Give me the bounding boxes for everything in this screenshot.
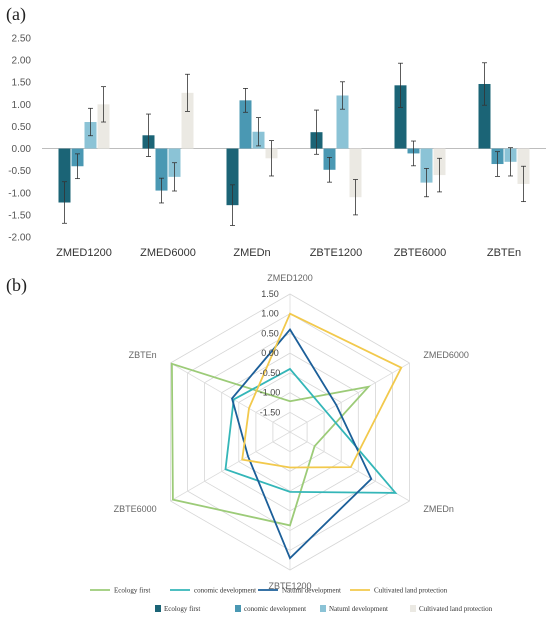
radial-tick-label: -1.50 — [260, 407, 281, 417]
radial-tick-label: 0.50 — [261, 328, 279, 338]
category-label: ZMED6000 — [140, 247, 196, 259]
bar — [420, 148, 433, 183]
category-label: ZBTEn — [487, 247, 521, 259]
y-tick-label: -1.00 — [8, 188, 31, 199]
radar-axis-label: ZMED1200 — [267, 273, 313, 283]
radar-series — [231, 327, 373, 560]
y-tick-label: 1.00 — [12, 100, 32, 111]
legend-line-label: conomic development — [194, 587, 256, 595]
bar — [226, 148, 239, 206]
bar-chart: 2.50 2.00 1.50 1.00 0.50 0.00 -0.50 -1.00 -1.50 -… — [8, 34, 546, 259]
panel-label-a: (a) — [6, 4, 26, 25]
category-label: ZBTE1200 — [310, 247, 363, 259]
legend-bars: Ecology first conomic development Natuml d… — [155, 605, 493, 613]
radar-series — [224, 367, 398, 494]
legend-line-label: Natuml development — [282, 587, 341, 595]
bar — [336, 95, 349, 149]
category-label: ZMEDn — [233, 247, 270, 259]
radial-tick-label: -1.00 — [260, 388, 281, 398]
bar — [349, 148, 362, 198]
legend-line-label: Ecology first — [114, 587, 150, 595]
legend-bar-swatch — [155, 605, 161, 612]
radar-spoke — [170, 431, 291, 502]
legend-bar-label: Ecology first — [164, 605, 200, 613]
radial-tick-label: -0.50 — [260, 368, 281, 378]
category-label: ZMED1200 — [56, 247, 112, 259]
y-tick-label: 0.00 — [12, 144, 32, 155]
bar — [58, 148, 71, 203]
radar-spoke — [289, 362, 410, 433]
radar-chart: 1.50 1.00 0.50 0.00 -0.50 -1.00 -1.50 ZMED1200 Z… — [114, 273, 469, 591]
y-tick-label: -2.00 — [8, 233, 31, 244]
y-tick-label: 2.50 — [12, 34, 32, 45]
y-tick-label: 1.50 — [12, 78, 32, 89]
radar-spoke — [170, 362, 291, 433]
y-tick-label: -0.50 — [8, 166, 31, 177]
bar — [394, 85, 407, 149]
legend-bar-swatch — [320, 605, 326, 612]
legend-lines: Ecology first conomic development Natuml d… — [90, 587, 448, 595]
legend-bar-label: Cultivated land protection — [419, 605, 493, 613]
y-tick-label: -1.50 — [8, 210, 31, 221]
radar-axis-label: ZBTE1200 — [268, 581, 311, 591]
radial-tick-label: 0.00 — [261, 348, 279, 358]
legend-bar-swatch — [235, 605, 241, 612]
bar — [181, 92, 194, 149]
radar-axis-label: ZBTE6000 — [114, 504, 157, 514]
legend-bar-label: Natuml development — [329, 605, 388, 613]
legend-bar-swatch — [410, 605, 416, 612]
radar-axis-label: ZBTEn — [129, 350, 157, 360]
y-tick-label: 0.50 — [12, 122, 32, 133]
category-label: ZBTE6000 — [394, 247, 447, 259]
radar-series — [170, 362, 371, 527]
y-tick-label: 2.00 — [12, 56, 32, 67]
bar — [478, 83, 491, 149]
radar-axis-label: ZMEDn — [423, 504, 454, 514]
radial-tick-label: 1.00 — [261, 309, 279, 319]
radial-tick-label: 1.50 — [261, 289, 279, 299]
bar — [239, 100, 252, 149]
bar — [155, 148, 168, 191]
bar — [97, 104, 110, 149]
panel-label-b: (b) — [6, 275, 27, 296]
legend-bar-label: conomic development — [244, 605, 306, 613]
legend-line-label: Cultivated land protection — [374, 587, 448, 595]
radar-axis-label: ZMED6000 — [423, 350, 469, 360]
radar-series — [241, 312, 403, 469]
